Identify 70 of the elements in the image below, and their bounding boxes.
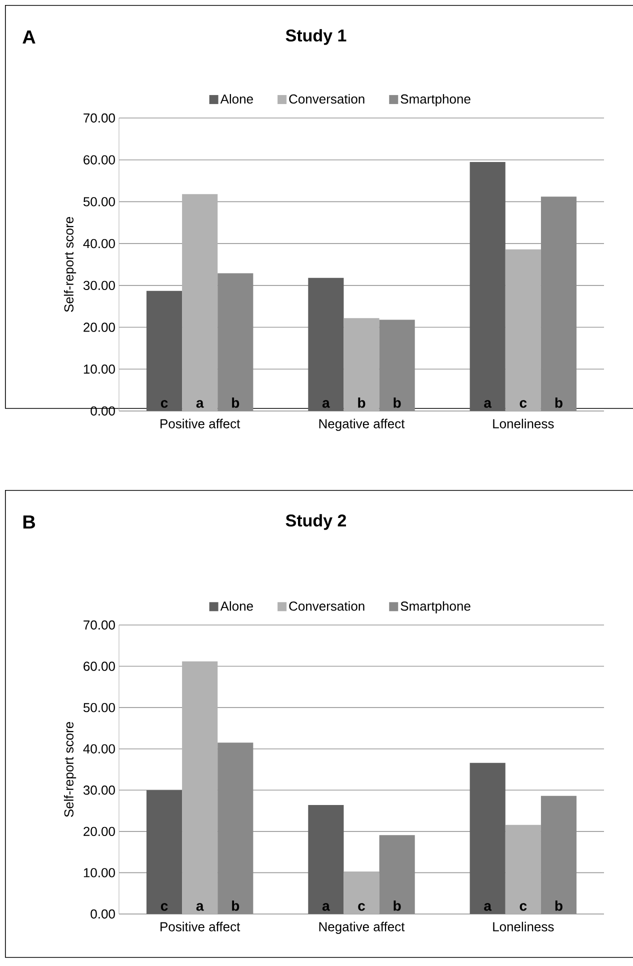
x-tick-label: Loneliness [493,418,554,428]
bar [308,278,344,411]
y-tick-label: 0.00 [90,406,115,416]
legend-label: Alone [220,94,253,104]
y-tick-label: 40.00 [83,238,115,248]
annotation: a [484,903,492,911]
annotation: a [322,903,330,911]
annotation: b [555,398,562,408]
annotation: c [160,903,168,911]
y-tick-label: 60.00 [84,662,115,671]
bar [379,835,415,914]
y-tick-label: 50.00 [83,702,115,712]
legend-label: Smartphone [400,94,470,106]
y-tick-label: 40.00 [83,744,115,754]
y-axis-title: Self-report score [64,722,76,817]
y-tick-label: 10.00 [84,364,115,374]
bar [379,320,415,411]
text: A [22,30,36,44]
y-tick-label: 20.00 [84,826,115,836]
annotation: b [555,900,562,911]
bar [146,290,182,411]
annotation: a [196,903,204,911]
bar [344,871,380,914]
legend-label: Conversation [289,601,364,611]
y-tick-label: 30.00 [83,280,115,290]
x-tick-label: Negative affect [319,418,405,431]
legend-label: Alone [220,601,253,611]
bar [344,318,380,411]
y-tick-label: 0.00 [90,909,115,919]
bar [182,661,218,914]
bar [146,790,182,914]
x-tick-label: Positive affect [160,418,240,428]
bar [182,194,218,411]
y-tick-label: 60.00 [84,155,115,164]
annotation: a [484,400,492,408]
bar [218,273,254,411]
annotation: c [160,400,168,408]
y-tick-label: 70.00 [84,113,115,123]
annotation: c [358,903,365,911]
annotation: b [394,398,401,408]
y-tick-label: 50.00 [83,197,115,206]
bar [470,762,506,914]
y-tick-label: 20.00 [84,322,115,332]
text: B [23,515,35,529]
y-tick-label: 10.00 [84,868,115,878]
y-axis-title: Self-report score [64,217,76,312]
bar [540,196,577,411]
bar [218,742,254,914]
chart-title: Study 2 [286,514,346,530]
x-tick-label: Negative affect [319,922,405,934]
bar [308,805,344,914]
annotation: b [232,398,240,408]
legend-label: Conversation [289,94,364,104]
annotation: c [520,903,527,911]
bar [470,162,506,411]
annotation: b [394,900,401,911]
bar [540,796,577,914]
annotation: a [322,400,330,408]
chart-title: Study 1 [286,29,346,45]
annotation: b [358,398,366,408]
annotation: a [196,400,204,408]
annotation: c [520,400,527,408]
bar [505,824,541,914]
annotation: b [232,900,240,911]
y-tick-label: 30.00 [83,786,115,795]
y-tick-label: 70.00 [84,620,115,630]
legend-label: Smartphone [400,601,470,614]
bar [505,249,541,411]
x-tick-label: Loneliness [493,922,554,932]
x-tick-label: Positive affect [160,922,240,932]
